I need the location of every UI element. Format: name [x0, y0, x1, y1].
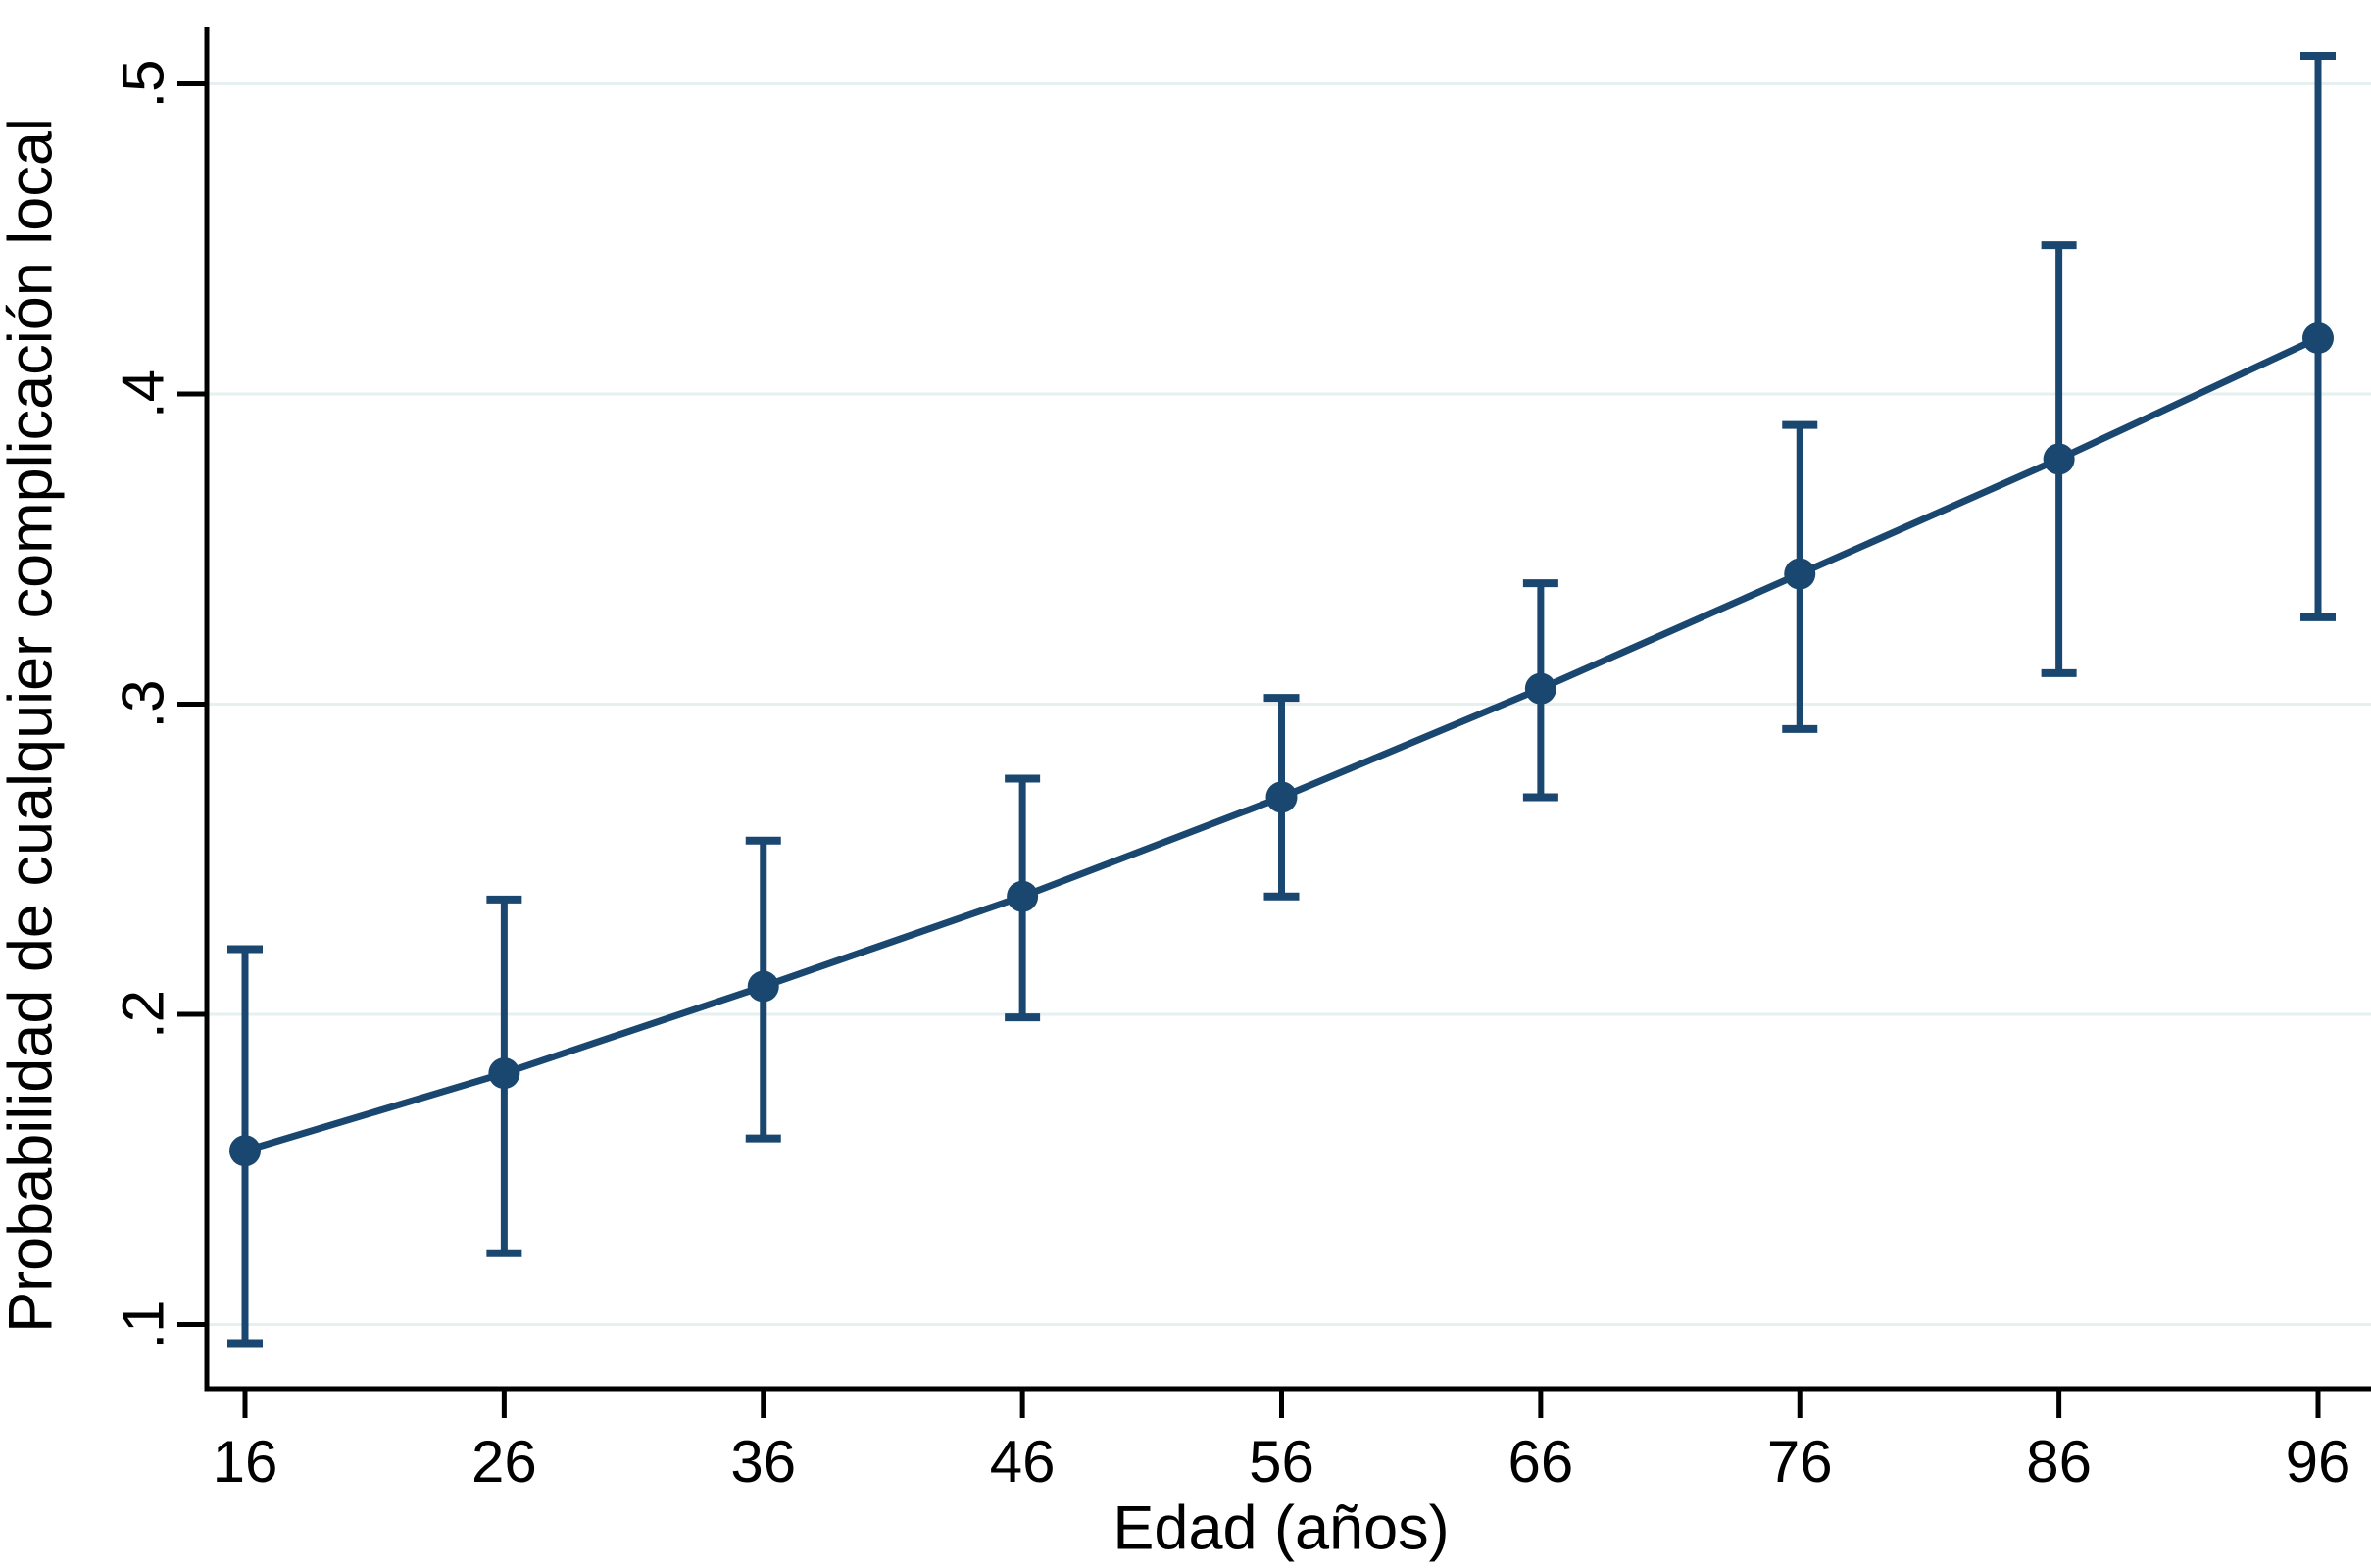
x-tick-label: 16 — [213, 1429, 278, 1494]
data-point-marker — [488, 1057, 520, 1090]
x-axis-title: Edad (años) — [1112, 1494, 1450, 1563]
y-axis-title: Probabilidad de cualquier complicación l… — [0, 118, 66, 1333]
x-tick-label: 66 — [1508, 1429, 1574, 1494]
x-tick-label: 86 — [2026, 1429, 2092, 1494]
y-tick-label: .5 — [111, 59, 176, 108]
x-tick-label: 56 — [1249, 1429, 1314, 1494]
data-point-marker — [1007, 880, 1039, 912]
y-tick-label: .4 — [111, 369, 176, 418]
data-point-marker — [2043, 443, 2075, 475]
data-point-marker — [747, 970, 779, 1003]
x-tick-label: 26 — [471, 1429, 537, 1494]
x-tick-label: 96 — [2286, 1429, 2351, 1494]
y-tick-label: .3 — [111, 679, 176, 728]
x-tick-label: 36 — [730, 1429, 796, 1494]
data-point-marker — [2302, 322, 2334, 355]
y-tick-label: .1 — [111, 1299, 176, 1348]
data-point-marker — [1784, 558, 1816, 590]
data-point-marker — [1524, 672, 1556, 705]
x-tick-label: 46 — [990, 1429, 1056, 1494]
y-tick-label: .2 — [111, 990, 176, 1039]
x-tick-label: 76 — [1767, 1429, 1833, 1494]
data-point-marker — [1265, 781, 1298, 813]
data-point-marker — [229, 1135, 261, 1167]
